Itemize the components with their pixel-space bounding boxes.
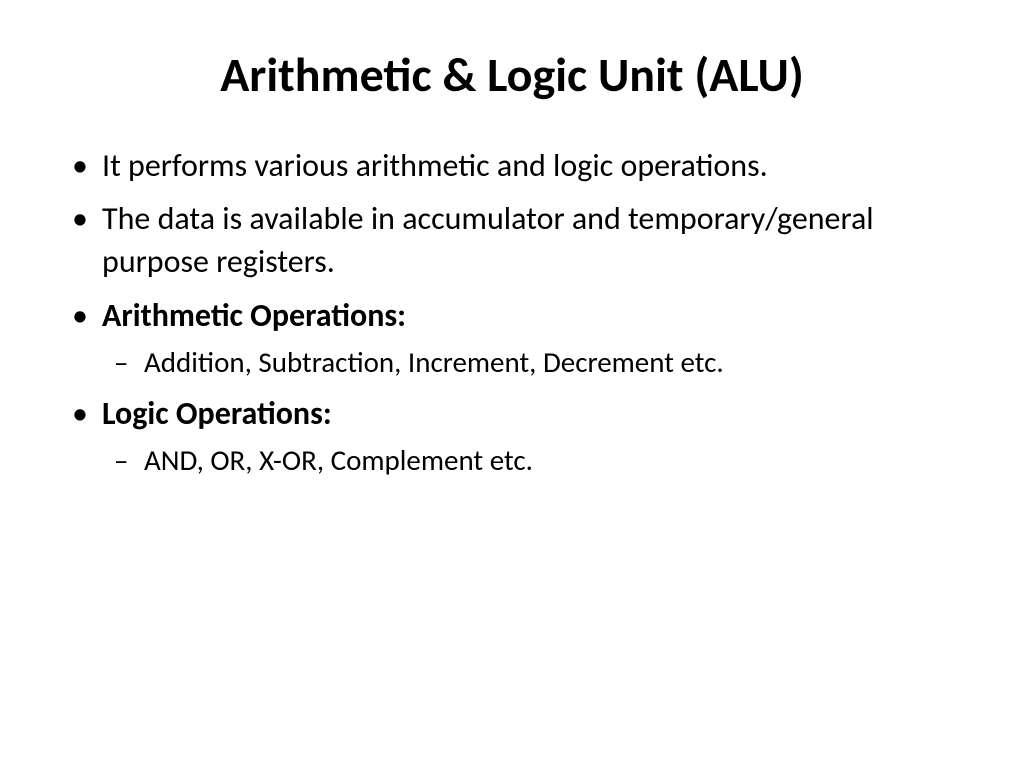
bullet-text-bold: Logic Operations: (102, 394, 332, 433)
bullet-text-bold: Arithmetic Operations: (102, 296, 406, 335)
bullet-item: The data is available in accumulator and… (60, 197, 964, 283)
bullet-list: It performs various arithmetic and logic… (60, 144, 964, 480)
bullet-item: Logic Operations: AND, OR, X-OR, Complem… (60, 392, 964, 480)
sub-bullet-list: Addition, Subtraction, Increment, Decrem… (102, 343, 964, 382)
bullet-item: Arithmetic Operations: Addition, Subtrac… (60, 294, 964, 382)
bullet-text: The data is available in accumulator and… (102, 199, 874, 281)
sub-bullet-text: Addition, Subtraction, Increment, Decrem… (144, 344, 724, 380)
bullet-text: It performs various arithmetic and logic… (102, 146, 768, 185)
sub-bullet-list: AND, OR, X-OR, Complement etc. (102, 441, 964, 480)
bullet-item: It performs various arithmetic and logic… (60, 144, 964, 187)
slide-content: It performs various arithmetic and logic… (60, 144, 964, 480)
sub-bullet-item: AND, OR, X-OR, Complement etc. (102, 441, 964, 480)
sub-bullet-text: AND, OR, X-OR, Complement etc. (144, 442, 533, 478)
sub-bullet-item: Addition, Subtraction, Increment, Decrem… (102, 343, 964, 382)
slide-title: Arithmetic & Logic Unit (ALU) (60, 45, 964, 104)
